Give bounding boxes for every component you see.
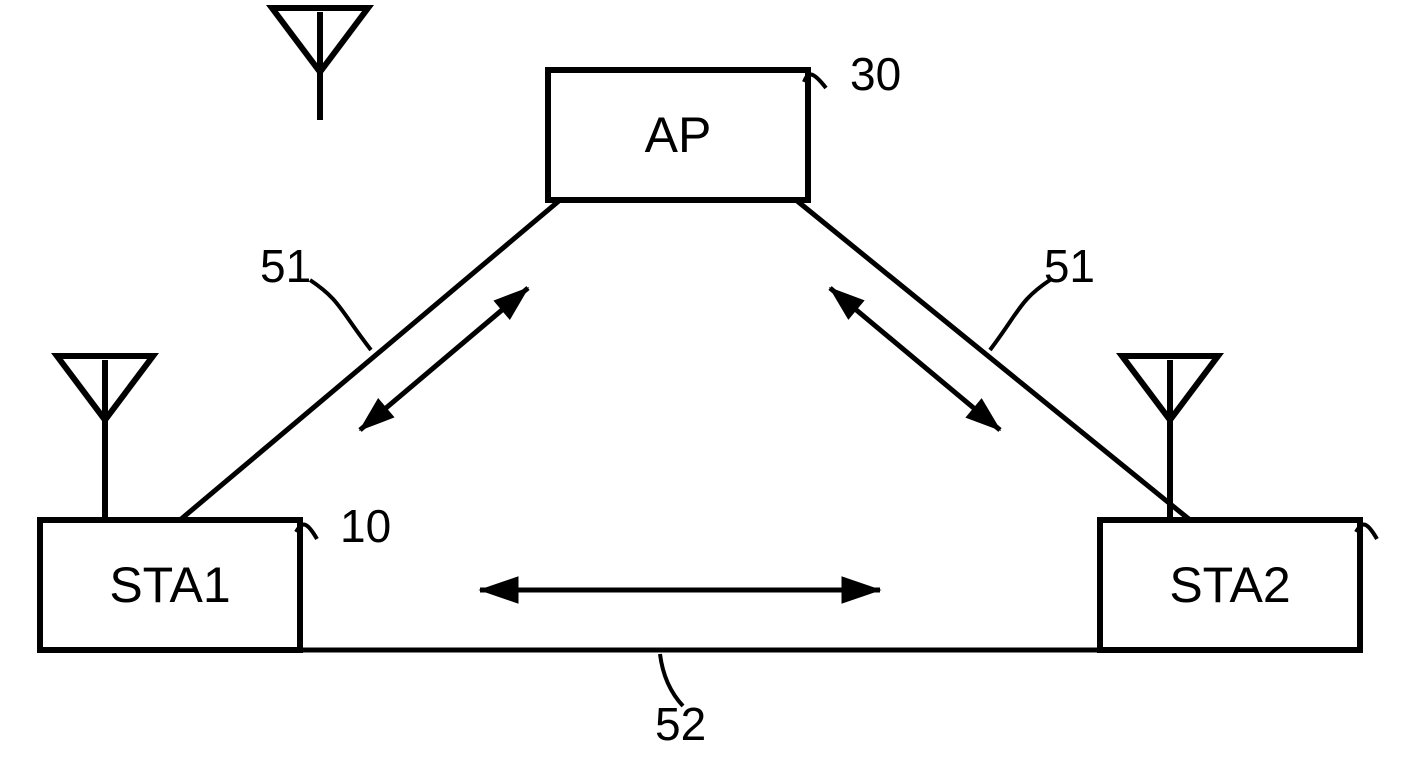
arrow-ap-sta1 (360, 288, 528, 430)
node-label-sta1: STA1 (109, 557, 230, 613)
node-ref-ap: 30 (850, 48, 901, 100)
node-sta2: STA220 (1100, 356, 1401, 650)
arrow-ap-sta2 (830, 288, 1000, 430)
edge-label-ap-sta1: 51 (260, 240, 311, 292)
node-ap: AP 30 (272, 8, 901, 200)
arrow-sta1-sta2 (480, 577, 880, 603)
node-sta1: STA1 10 (40, 356, 391, 650)
edge-ap-sta1 (180, 200, 560, 520)
node-label-sta2: STA2 (1169, 557, 1290, 613)
edge-label-ap-sta2: 51 (1044, 240, 1095, 292)
node-label-ap: AP (645, 107, 712, 163)
edge-ap-sta2 (796, 200, 1190, 520)
edge-leader-ap-sta1 (310, 280, 371, 350)
node-ref-sta1: 10 (340, 500, 391, 552)
edge-leader-ap-sta2 (990, 280, 1050, 350)
